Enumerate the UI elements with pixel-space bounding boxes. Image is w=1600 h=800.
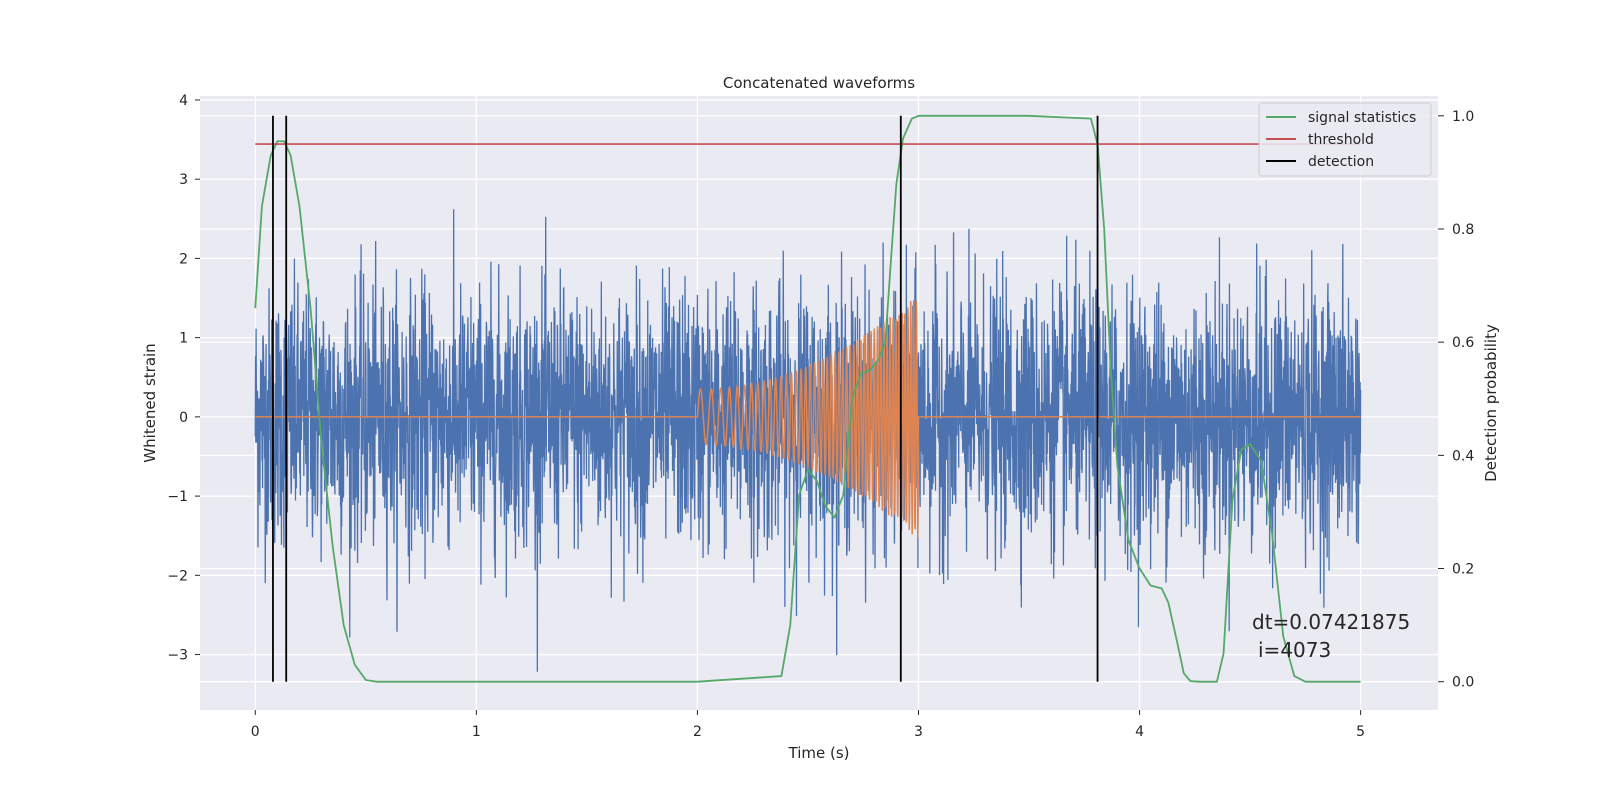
- y2-tick-label: 1.0: [1452, 109, 1474, 125]
- y-tick-label: 0: [179, 410, 188, 426]
- legend-box: [1258, 102, 1432, 177]
- x-tick-label: 3: [914, 724, 923, 740]
- y-tick-label: 4: [179, 93, 188, 109]
- annotation-dt: dt=0.07421875: [1252, 610, 1410, 634]
- x-tick-label: 4: [1135, 724, 1144, 740]
- x-tick-label: 2: [693, 724, 702, 740]
- y-tick-label: 1: [179, 331, 188, 347]
- annotation-i: i=4073: [1258, 638, 1331, 662]
- series-layer: [254, 114, 1362, 683]
- y-tick-label: 2: [179, 251, 188, 267]
- y2-tick-label: 0.8: [1452, 222, 1474, 238]
- legend: signal statistics threshold detection: [1258, 102, 1432, 177]
- strain-series: [254, 209, 1362, 672]
- y2-tick-label: 0.4: [1452, 448, 1474, 464]
- y2-tick-label: 0.2: [1452, 562, 1474, 578]
- y2-tick-label: 0.6: [1452, 335, 1474, 351]
- injection-series: [255, 300, 1361, 539]
- x-tick-label: 0: [251, 724, 260, 740]
- signal-statistics-series: [254, 114, 1361, 683]
- y-ticks-right: 0.0 0.2 0.4 0.6 0.8 1.0: [1438, 109, 1474, 691]
- legend-label-detection: detection: [1308, 154, 1374, 170]
- y2-axis-label: Detection probability: [1482, 324, 1500, 482]
- x-axis-label: Time (s): [788, 744, 850, 762]
- y-tick-label: 3: [179, 172, 188, 188]
- y-axis-label: Whitened strain: [141, 343, 159, 462]
- legend-label-threshold: threshold: [1308, 132, 1374, 148]
- x-tick-label: 5: [1356, 724, 1365, 740]
- y-tick-label: −2: [167, 568, 188, 584]
- y2-tick-label: 0.0: [1452, 675, 1474, 691]
- chart-title: Concatenated waveforms: [723, 74, 915, 92]
- x-tick-label: 1: [472, 724, 481, 740]
- x-ticks: 0 1 2 3 4 5: [251, 710, 1365, 740]
- y-tick-label: −1: [167, 489, 188, 505]
- y-ticks-left: −3 −2 −1 0 1 2 3 4: [167, 93, 200, 664]
- legend-label-signal-statistics: signal statistics: [1308, 110, 1416, 126]
- y-tick-label: −3: [167, 648, 188, 664]
